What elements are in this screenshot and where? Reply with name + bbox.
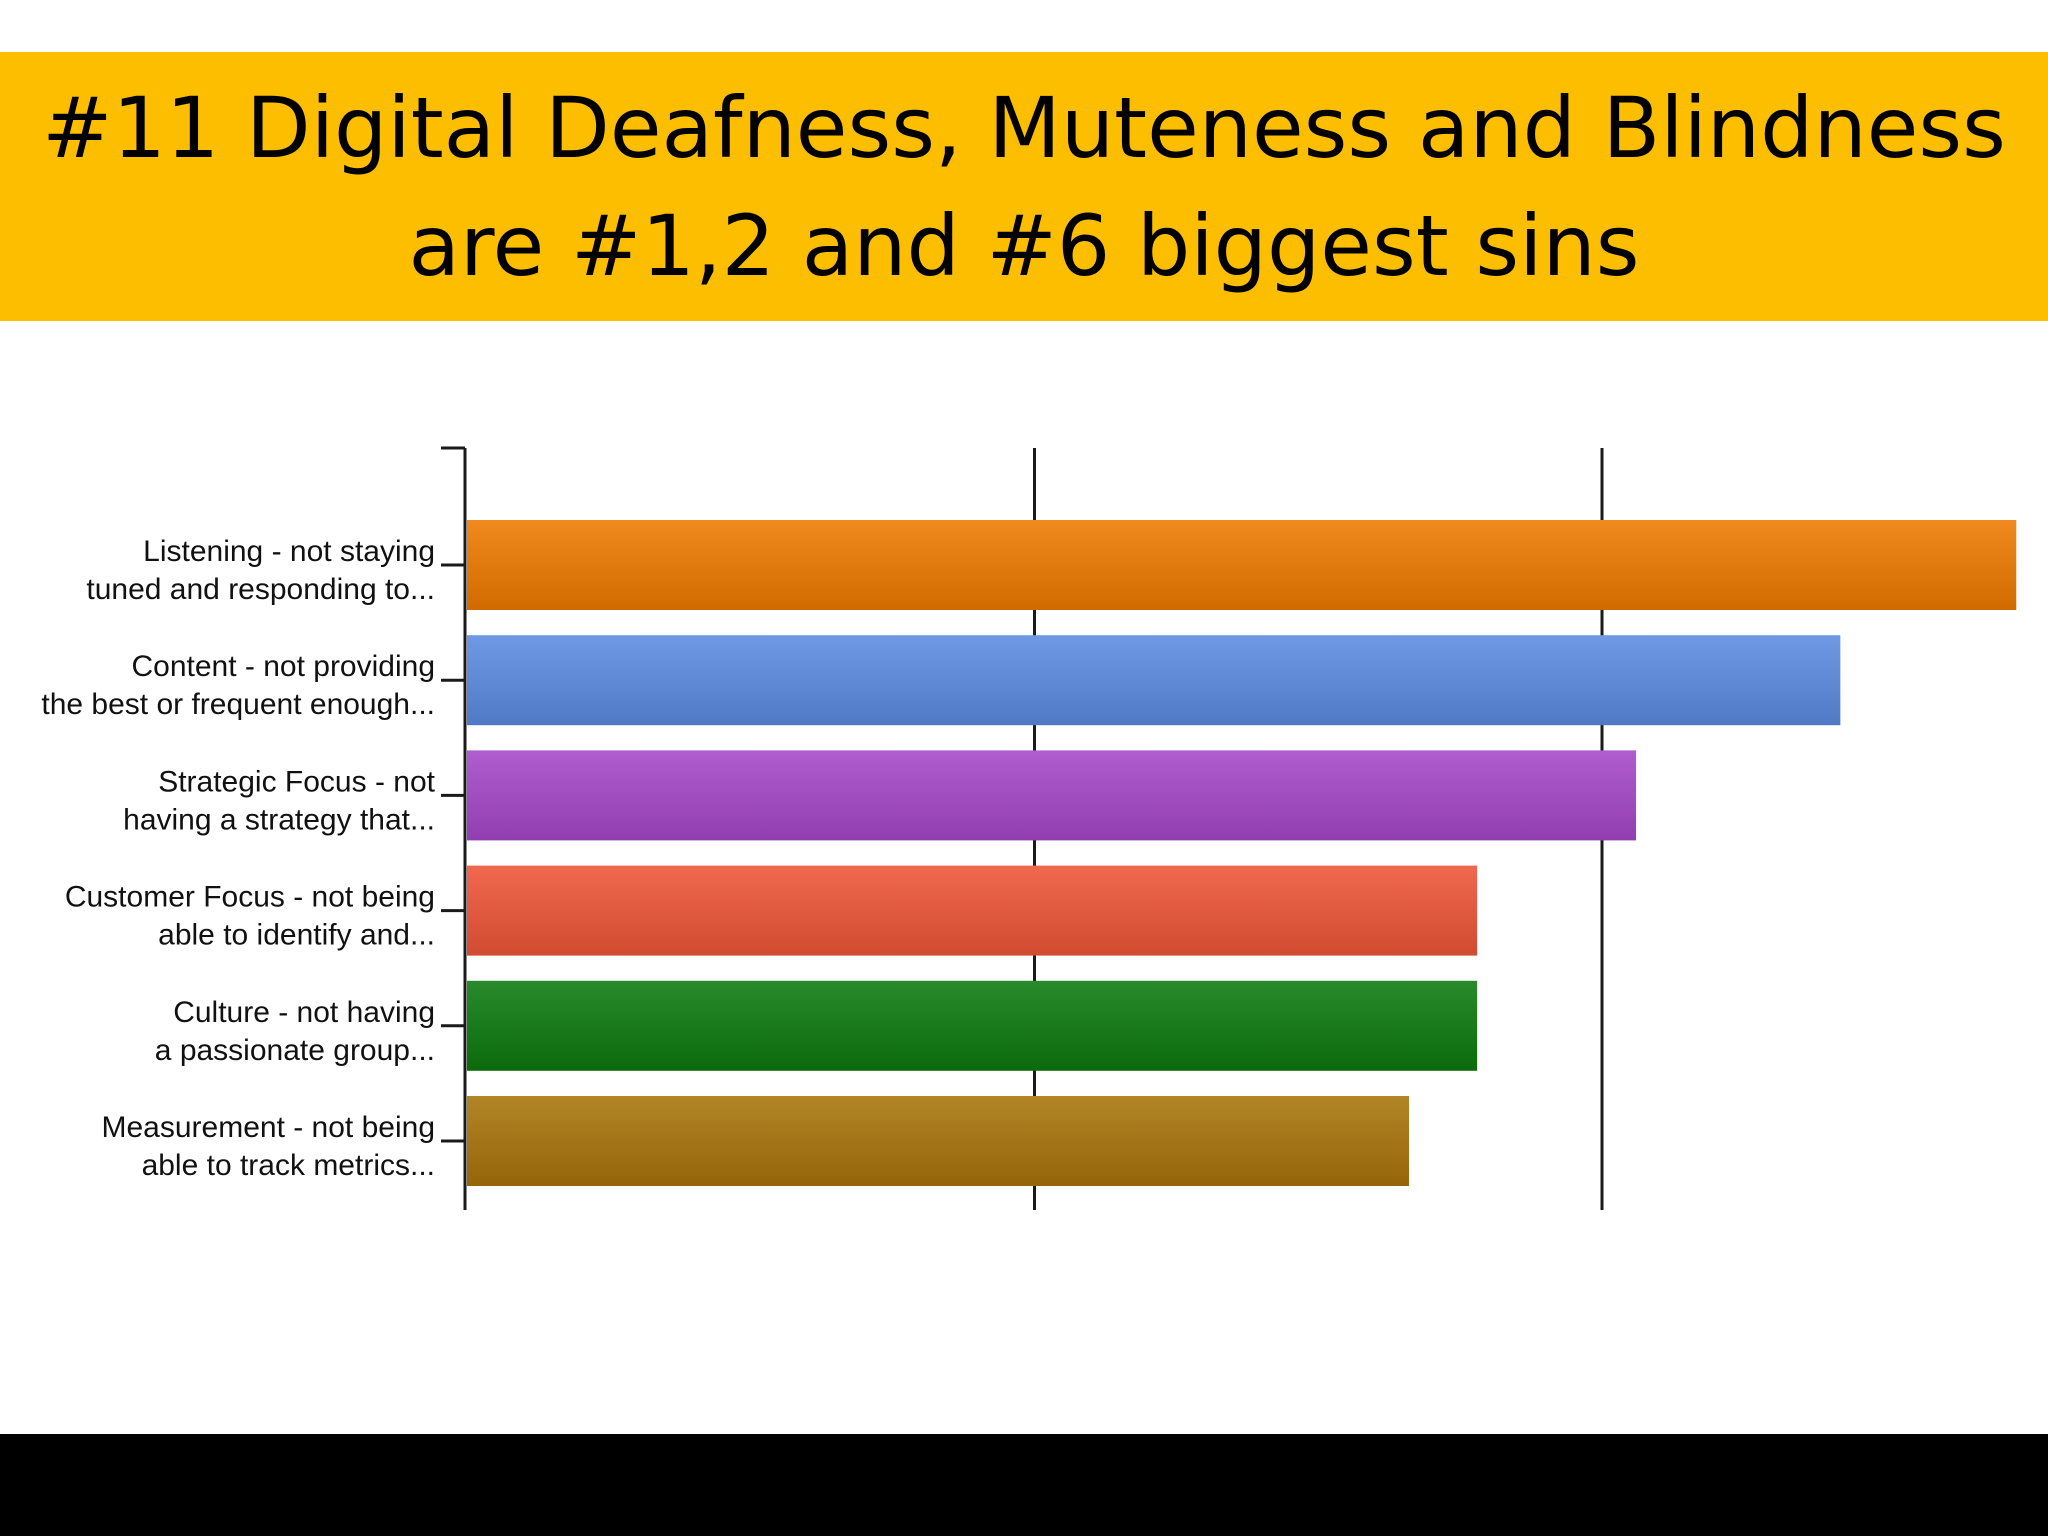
category-label-4: Customer Focus - not being able to identi… [65,881,435,952]
bar-1 [467,520,2017,610]
category-label-3: Strategic Focus - not having a strategy t… [123,765,436,836]
slide-title-line-2: are #1,2 and #6 biggest sins [408,196,1640,295]
slide-title-line-1: #11 Digital Deafness, Muteness and Blind… [42,78,2006,177]
bar-chart: Listening - not staying tuned and respond… [0,400,2048,1260]
category-label-6: Measurement - not being able to track met… [101,1111,435,1182]
bar-chart-svg: Listening - not staying tuned and respond… [41,446,2017,1210]
category-label-5: Culture - not having a passionate group..… [155,996,435,1067]
category-label-2: Content - not providing the best or frequ… [41,650,435,721]
category-label-1: Listening - not staying tuned and respond… [86,535,435,606]
title-band: #11 Digital Deafness, Muteness and Blind… [0,52,2048,321]
bar-3 [467,750,1637,841]
footer-bar [0,1434,2048,1536]
bar-2 [467,635,1841,726]
bar-4 [467,865,1478,956]
bar-6 [467,1096,1410,1186]
bar-5 [467,980,1478,1071]
